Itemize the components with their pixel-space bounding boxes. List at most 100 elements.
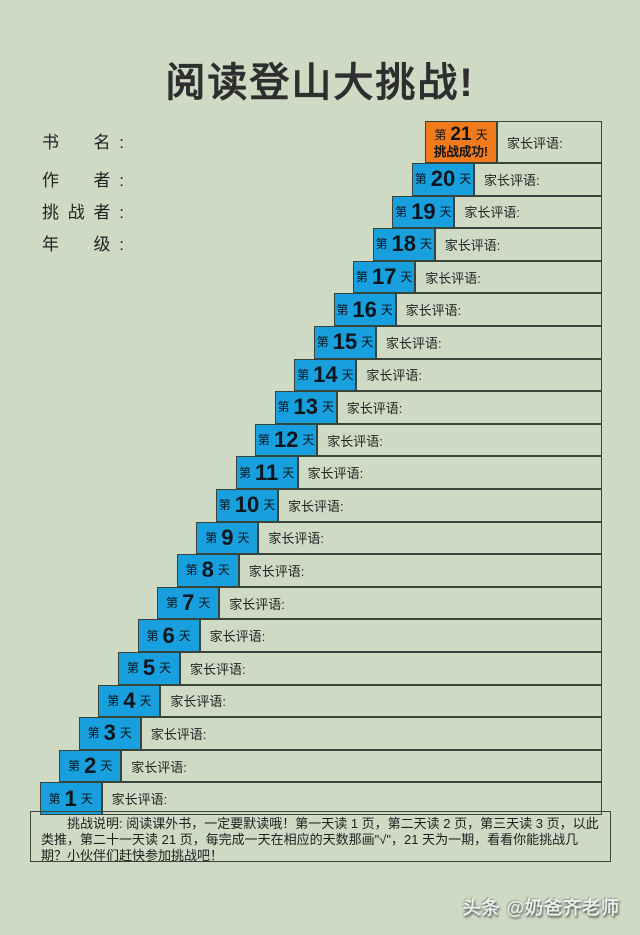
day-box-20[interactable]: 第 20 天	[412, 163, 474, 196]
day-suffix: 天	[475, 127, 488, 142]
day-suffix: 天	[217, 563, 230, 578]
comment-box-day-6[interactable]: 家长评语:	[199, 619, 602, 652]
comment-box-day-7[interactable]: 家长评语:	[219, 586, 602, 620]
day-suffix: 天	[420, 237, 433, 252]
day-prefix: 第	[395, 204, 408, 219]
day-suffix: 天	[302, 433, 315, 448]
day-box-14[interactable]: 第 14 天	[294, 358, 357, 392]
comment-box-day-10[interactable]: 家长评语:	[278, 489, 602, 522]
comment-label: 家长评语:	[288, 498, 344, 514]
comment-label: 家长评语:	[150, 726, 207, 742]
comment-box-day-14[interactable]: 家长评语:	[356, 358, 602, 392]
comment-label: 家长评语:	[307, 466, 364, 482]
day-suffix: 天	[80, 791, 93, 806]
day-number: 21	[450, 124, 472, 146]
day-box-15[interactable]: 第 15 天	[314, 326, 376, 359]
comment-box-day-21[interactable]: 家长评语:	[497, 121, 602, 163]
comment-box-day-12[interactable]: 家长评语:	[317, 423, 602, 457]
day-prefix: 第	[277, 400, 290, 415]
day-prefix: 第	[375, 237, 388, 252]
day-number: 12	[273, 427, 299, 453]
day-number: 19	[411, 198, 436, 224]
day-box-16[interactable]: 第 16 天	[333, 293, 396, 326]
day-box-13[interactable]: 第 13 天	[274, 391, 337, 424]
day-suffix: 天	[159, 661, 172, 676]
comment-label: 家长评语:	[229, 596, 285, 612]
day-suffix: 天	[459, 172, 472, 187]
comment-box-day-13[interactable]: 家长评语:	[336, 391, 602, 424]
day-suffix: 天	[198, 596, 211, 611]
comment-box-day-3[interactable]: 家长评语:	[140, 717, 602, 750]
day-suffix: 天	[119, 726, 132, 741]
field-challenger-write-area[interactable]	[124, 199, 362, 221]
comment-label: 家长评语:	[327, 433, 383, 449]
instructions-box: 挑战说明: 阅读课外书，一定要默读哦！第一天读 1 页，第二天读 2 页，第三天…	[30, 811, 611, 863]
day-suffix: 天	[178, 628, 191, 643]
comment-box-day-16[interactable]: 家长评语:	[395, 293, 602, 326]
day-prefix: 第	[238, 465, 251, 480]
day-box-18[interactable]: 第 18 天	[372, 228, 435, 261]
comment-box-day-11[interactable]: 家长评语:	[297, 456, 602, 489]
field-author-label: 作 者:	[42, 170, 124, 190]
day-box-19[interactable]: 第 19 天	[392, 195, 455, 229]
day-box-10[interactable]: 第 10 天	[216, 489, 278, 522]
day-box-11[interactable]: 第 11 天	[235, 456, 298, 489]
day-box-21[interactable]: 第 21 天挑战成功!	[425, 121, 497, 163]
day-suffix: 天	[282, 465, 295, 480]
comment-box-day-19[interactable]: 家长评语:	[454, 195, 602, 229]
day-prefix: 第	[107, 693, 120, 708]
comment-box-day-20[interactable]: 家长评语:	[474, 163, 602, 196]
day-suffix: 天	[361, 335, 374, 350]
day-prefix: 第	[126, 661, 139, 676]
day-number: 9	[221, 524, 234, 550]
day-number: 5	[142, 655, 156, 681]
day-number: 8	[201, 557, 214, 583]
day-prefix: 第	[87, 726, 100, 741]
day-prefix: 第	[316, 335, 329, 350]
comment-label: 家长评语:	[268, 531, 325, 547]
comment-box-day-4[interactable]: 家长评语:	[160, 684, 602, 718]
day-suffix: 天	[100, 759, 113, 774]
comment-box-day-17[interactable]: 家长评语:	[415, 260, 602, 294]
day-box-17[interactable]: 第 17 天	[353, 260, 416, 294]
day-prefix: 第	[257, 433, 270, 448]
comment-label: 家长评语:	[131, 759, 187, 775]
comment-box-day-2[interactable]: 家长评语:	[121, 749, 602, 783]
day-suffix: 天	[400, 270, 413, 285]
field-challenger-label: 挑战者:	[42, 202, 124, 222]
comment-box-day-5[interactable]: 家长评语:	[180, 652, 602, 685]
day-prefix: 第	[146, 628, 159, 643]
comment-box-day-15[interactable]: 家长评语:	[376, 326, 602, 359]
day-number: 1	[64, 785, 77, 811]
comment-box-day-9[interactable]: 家长评语:	[258, 521, 602, 555]
comment-label: 家长评语:	[386, 335, 442, 351]
goal-caption: 挑战成功!	[433, 145, 489, 160]
day-suffix: 天	[380, 302, 393, 317]
comment-label: 家长评语:	[444, 237, 501, 253]
comment-box-day-18[interactable]: 家长评语:	[434, 228, 602, 261]
field-book-name-write-area[interactable]	[124, 129, 362, 151]
day-suffix: 天	[263, 498, 276, 513]
comment-box-day-1[interactable]: 家长评语:	[101, 782, 602, 815]
day-box-12[interactable]: 第 12 天	[255, 423, 318, 457]
day-suffix: 天	[341, 367, 354, 382]
comment-box-day-8[interactable]: 家长评语:	[238, 554, 602, 587]
day-prefix: 第	[185, 563, 198, 578]
comment-label: 家长评语:	[366, 368, 423, 384]
comment-label: 家长评语:	[484, 172, 540, 188]
field-grade-write-area[interactable]	[124, 231, 362, 253]
day-number: 17	[371, 264, 397, 290]
day-prefix: 第	[68, 759, 81, 774]
day-prefix: 第	[355, 270, 368, 285]
field-author-write-area[interactable]	[124, 167, 362, 189]
comment-label: 家长评语:	[425, 270, 481, 286]
